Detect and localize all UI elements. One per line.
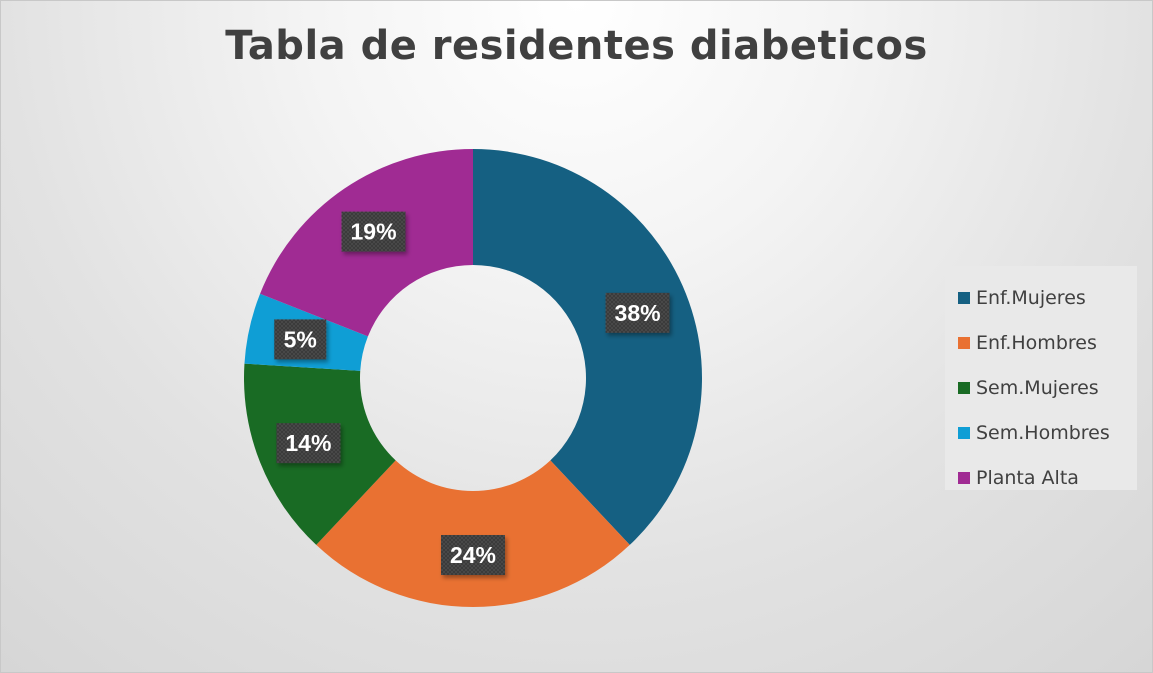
data-label-box — [276, 423, 341, 464]
legend-item-enf-mujeres: Enf.Mujeres — [945, 275, 1137, 320]
data-label-sem-hombres: 5% — [274, 319, 327, 360]
chart-title: Tabla de residentes diabeticos — [225, 23, 928, 69]
legend-label: Enf.Mujeres — [976, 286, 1086, 309]
legend-swatch — [958, 381, 970, 394]
data-label-box — [274, 319, 327, 360]
data-label-text: 14% — [285, 430, 331, 456]
data-label-text: 5% — [284, 326, 317, 352]
legend-item-sem-mujeres: Sem.Mujeres — [945, 365, 1137, 410]
legend-label: Sem.Hombres — [976, 421, 1110, 444]
legend-item-sem-hombres: Sem.Hombres — [945, 410, 1137, 455]
legend-swatch — [958, 336, 970, 349]
legend-item-planta-alta: Planta Alta — [945, 455, 1137, 500]
donut-slice-enf-mujeres — [473, 149, 703, 545]
legend-label: Planta Alta — [976, 466, 1079, 489]
legend-label: Sem.Mujeres — [976, 376, 1099, 399]
data-label-enf-mujeres: 38% — [605, 292, 670, 333]
data-label-text: 19% — [350, 219, 396, 245]
legend-label: Enf.Hombres — [976, 331, 1097, 354]
legend-item-enf-hombres: Enf.Hombres — [945, 320, 1137, 365]
data-label-box — [605, 292, 670, 333]
data-label-sem-mujeres: 14% — [276, 423, 341, 464]
data-label-planta-alta: 19% — [341, 211, 406, 252]
data-label-text: 24% — [450, 542, 496, 568]
data-label-box — [341, 211, 406, 252]
legend-swatch — [958, 471, 970, 484]
data-label-box — [441, 535, 505, 575]
legend: Enf.Mujeres Enf.Hombres Sem.Mujeres Sem.Hom… — [945, 266, 1137, 490]
donut-slice-enf-hombres — [316, 460, 630, 607]
data-label-text: 38% — [615, 300, 661, 326]
legend-swatch — [958, 426, 970, 439]
legend-swatch — [958, 291, 970, 304]
data-label-enf-hombres: 24% — [441, 535, 505, 575]
